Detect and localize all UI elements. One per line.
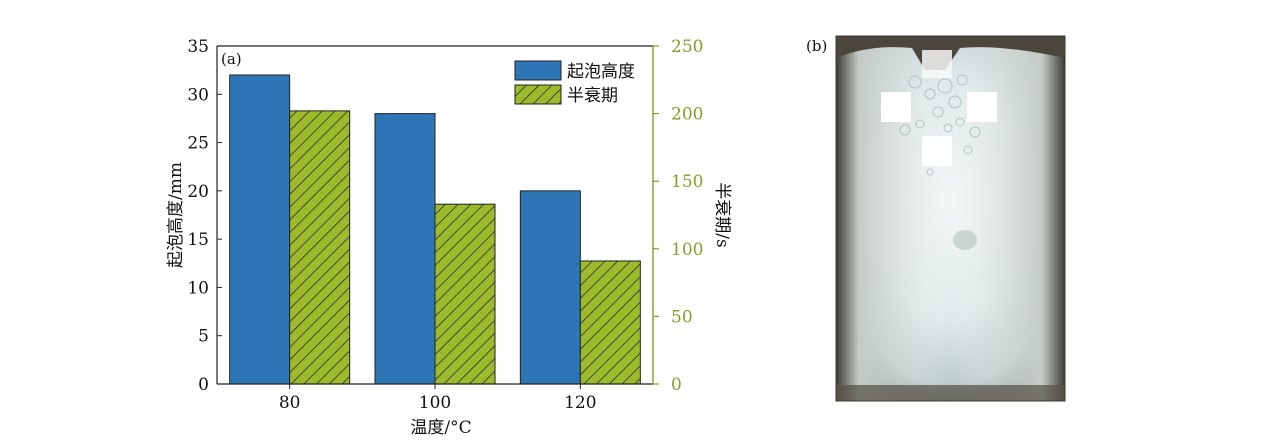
y-left-tick-label-0: 0 bbox=[198, 375, 209, 395]
panel-b-label: (b) bbox=[806, 37, 827, 55]
bars-group bbox=[229, 74, 641, 385]
left-ticks: 0 5 10 15 20 25 30 35 bbox=[187, 37, 222, 395]
y-right-tick-label-0: 0 bbox=[671, 375, 682, 395]
y-left-tick-label-30: 30 bbox=[187, 85, 209, 105]
x-tick-label-80: 80 bbox=[279, 393, 301, 413]
bar-half-life-120 bbox=[579, 260, 641, 385]
y-left-tick-label-20: 20 bbox=[187, 182, 209, 202]
y-right-tick-label-200: 200 bbox=[671, 105, 703, 125]
y-left-tick-label-35: 35 bbox=[187, 37, 209, 57]
photo-panel-b: (b) bbox=[806, 35, 1066, 402]
legend-swatch-half-life bbox=[514, 84, 562, 105]
x-tick-label-120: 120 bbox=[564, 393, 596, 413]
x-axis-label: 温度/°C bbox=[410, 418, 471, 438]
foam-photo bbox=[835, 35, 1066, 402]
y-right-tick-label-150: 150 bbox=[671, 172, 703, 192]
bar-foam-height-80 bbox=[229, 74, 291, 385]
panel-a-label: (a) bbox=[221, 50, 242, 68]
legend: 起泡高度 半衰期 bbox=[514, 60, 635, 106]
x-ticks: 80 100 120 bbox=[279, 384, 597, 413]
y-axis-label-left: 起泡高度/mm bbox=[166, 162, 186, 268]
bar-half-life-100 bbox=[434, 203, 496, 385]
y-left-tick-label-5: 5 bbox=[198, 327, 209, 347]
bar-foam-height-100 bbox=[374, 113, 436, 385]
right-ticks: 0 50 100 150 200 250 bbox=[653, 37, 703, 395]
y-left-tick-label-25: 25 bbox=[187, 134, 209, 154]
y-right-tick-label-100: 100 bbox=[671, 240, 703, 260]
y-left-tick-label-10: 10 bbox=[187, 278, 209, 298]
y-left-tick-label-15: 15 bbox=[187, 230, 209, 250]
bar-foam-height-120 bbox=[519, 190, 581, 385]
y-right-tick-label-50: 50 bbox=[671, 307, 693, 327]
x-tick-label-100: 100 bbox=[419, 393, 451, 413]
bar-half-life-80 bbox=[289, 110, 351, 385]
legend-swatch-foam-height bbox=[514, 60, 562, 81]
chart-panel-a: (a) 0 5 10 15 20 25 30 35 0 50 100 150 200 250 80 100… bbox=[166, 37, 732, 438]
legend-label-foam-height: 起泡高度 bbox=[567, 62, 635, 82]
y-right-tick-label-250: 250 bbox=[671, 37, 703, 57]
y-axis-label-right: 半衰期/s bbox=[712, 182, 732, 247]
legend-label-half-life: 半衰期 bbox=[567, 86, 618, 106]
